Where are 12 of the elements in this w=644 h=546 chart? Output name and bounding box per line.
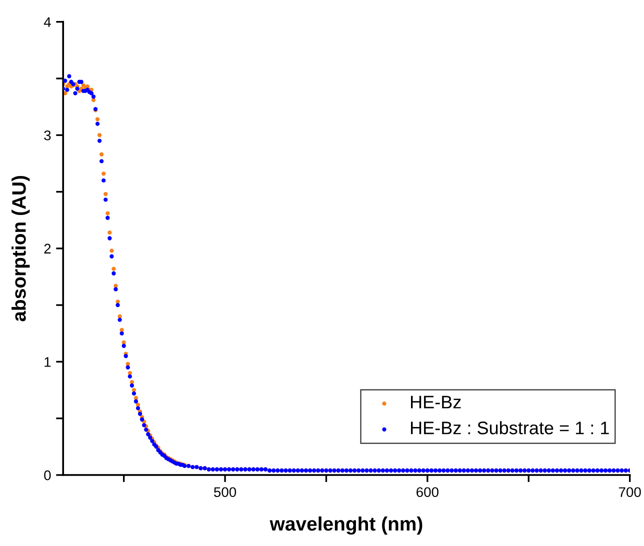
legend-label: HE-Bz : Substrate = 1 : 1 xyxy=(411,421,609,434)
y-tick-label: 4 xyxy=(44,17,51,27)
y-tick-label: 0 xyxy=(44,470,51,480)
x-tick-label: 700 xyxy=(618,487,641,498)
x-tick-label: 600 xyxy=(416,487,438,498)
x-axis-title: wavelenght (nm) xyxy=(270,516,422,535)
legend-label: HE-Bz xyxy=(411,396,461,408)
x-tick-label: 500 xyxy=(214,487,236,498)
y-tick-label: 3 xyxy=(44,130,51,140)
y-axis-title: absorption (AU) xyxy=(12,176,30,322)
y-tick-label: 1 xyxy=(44,357,51,367)
y-tick-label: 2 xyxy=(44,244,51,254)
